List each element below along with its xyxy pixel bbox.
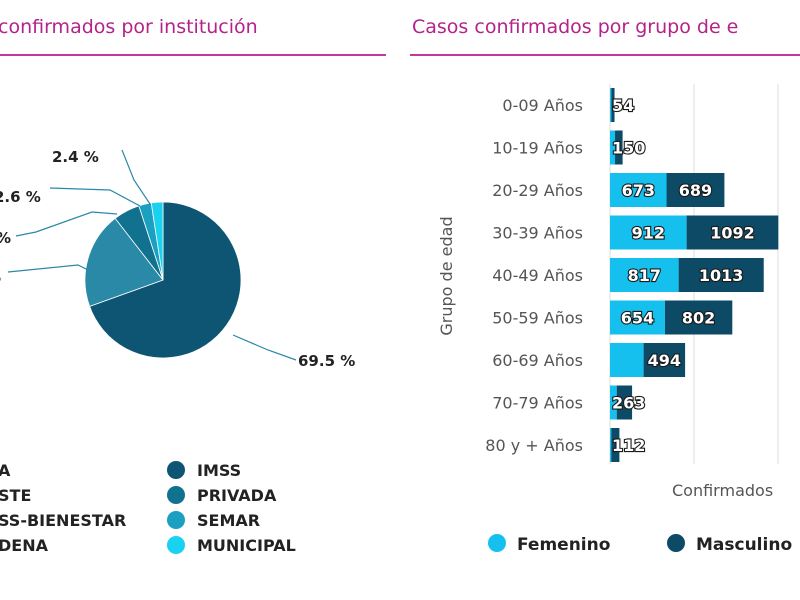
legend-dot-imss <box>167 461 185 479</box>
category-label: 40-49 Años <box>492 266 583 285</box>
bar-femenino <box>610 215 687 250</box>
category-label: 80 y + Años <box>485 436 583 455</box>
bar-masculino <box>666 173 725 207</box>
pie-label-privada: % <box>0 229 11 247</box>
legend-dot-femenino <box>488 534 506 552</box>
pie-label-imss: 69.5 % <box>298 352 355 370</box>
bar-masculino <box>611 88 615 122</box>
bar-masculino <box>643 343 686 377</box>
category-label: 60-69 Años <box>492 351 583 370</box>
bar-femenino <box>610 300 665 335</box>
pie-title-rule <box>0 54 386 56</box>
data-label-total: 112 <box>612 436 645 455</box>
data-label-femenino: 654 <box>621 309 654 328</box>
pie-legend-label: MUNICIPAL <box>197 536 296 555</box>
data-label-femenino: 912 <box>632 224 665 243</box>
bar-title-rule <box>410 54 800 56</box>
legend-dot-municipal <box>167 536 185 554</box>
pie-chart-title: confirmados por institución <box>0 16 258 38</box>
bar-legend-label: Masculino <box>696 535 792 555</box>
leader-line-ssa <box>7 264 93 273</box>
bar-legend-label: Femenino <box>517 535 610 555</box>
pie-legend-left-item: A <box>0 461 11 480</box>
category-label: 50-59 Años <box>492 309 583 328</box>
data-label-total: 494 <box>648 351 681 370</box>
bar-femenino <box>610 343 644 377</box>
bar-femenino <box>610 385 617 420</box>
data-label-masculino: 802 <box>682 309 715 328</box>
y-axis-title: Grupo de edad <box>437 216 456 335</box>
pie-slice-municipal <box>150 201 164 281</box>
pie-label-municipal: 2.4 % <box>52 148 99 166</box>
pie-slice-ssa <box>84 217 164 307</box>
leader-line-imss <box>232 334 297 361</box>
category-label: 30-39 Años <box>492 224 583 243</box>
bar-femenino <box>610 428 612 462</box>
data-label-femenino: 673 <box>622 181 655 200</box>
bar-chart-title: Casos confirmados por grupo de e <box>412 16 739 38</box>
data-label-masculino: 1013 <box>699 266 744 285</box>
data-label-total: 54 <box>612 96 634 115</box>
pie-legend-label: IMSS <box>197 461 241 480</box>
pie-legend-label: PRIVADA <box>197 486 277 505</box>
pie-legend-left-item: DENA <box>0 536 49 555</box>
pie-legend-left-item: STE <box>0 486 31 505</box>
leader-line-privada <box>15 211 118 237</box>
data-label-masculino: 689 <box>679 181 712 200</box>
data-label-total: 263 <box>612 394 645 413</box>
bar-femenino <box>610 130 616 165</box>
leader-line-semar <box>49 187 141 207</box>
bar-femenino <box>610 88 612 122</box>
pie-slice-imss <box>89 201 242 359</box>
pie-legend-left-item: SS-BIENESTAR <box>0 511 126 530</box>
leader-line-municipal <box>121 149 151 205</box>
data-label-total: 150 <box>612 139 645 158</box>
category-label: 10-19 Años <box>492 139 583 158</box>
bar-femenino <box>610 258 679 292</box>
category-label: 70-79 Años <box>492 394 583 413</box>
pie-legend-label: SEMAR <box>197 511 260 530</box>
bar-femenino <box>610 173 667 207</box>
category-label: 0-09 Años <box>502 96 583 115</box>
pie-label-semar: 2.6 % <box>0 188 41 206</box>
bar-masculino <box>616 385 633 420</box>
legend-dot-masculino <box>667 534 685 552</box>
legend-dot-privada <box>167 486 185 504</box>
category-label: 20-29 Años <box>492 181 583 200</box>
pie-label-ssa: % <box>0 268 1 286</box>
data-label-masculino: 1092 <box>710 224 755 243</box>
bar-masculino <box>686 215 779 250</box>
legend-dot-semar <box>167 511 185 529</box>
bar-masculino <box>664 300 733 335</box>
bar-masculino <box>611 428 620 462</box>
bar-masculino <box>678 258 764 292</box>
data-label-femenino: 817 <box>628 266 661 285</box>
bar-masculino <box>615 130 623 165</box>
x-axis-title: Confirmados <box>672 481 773 500</box>
